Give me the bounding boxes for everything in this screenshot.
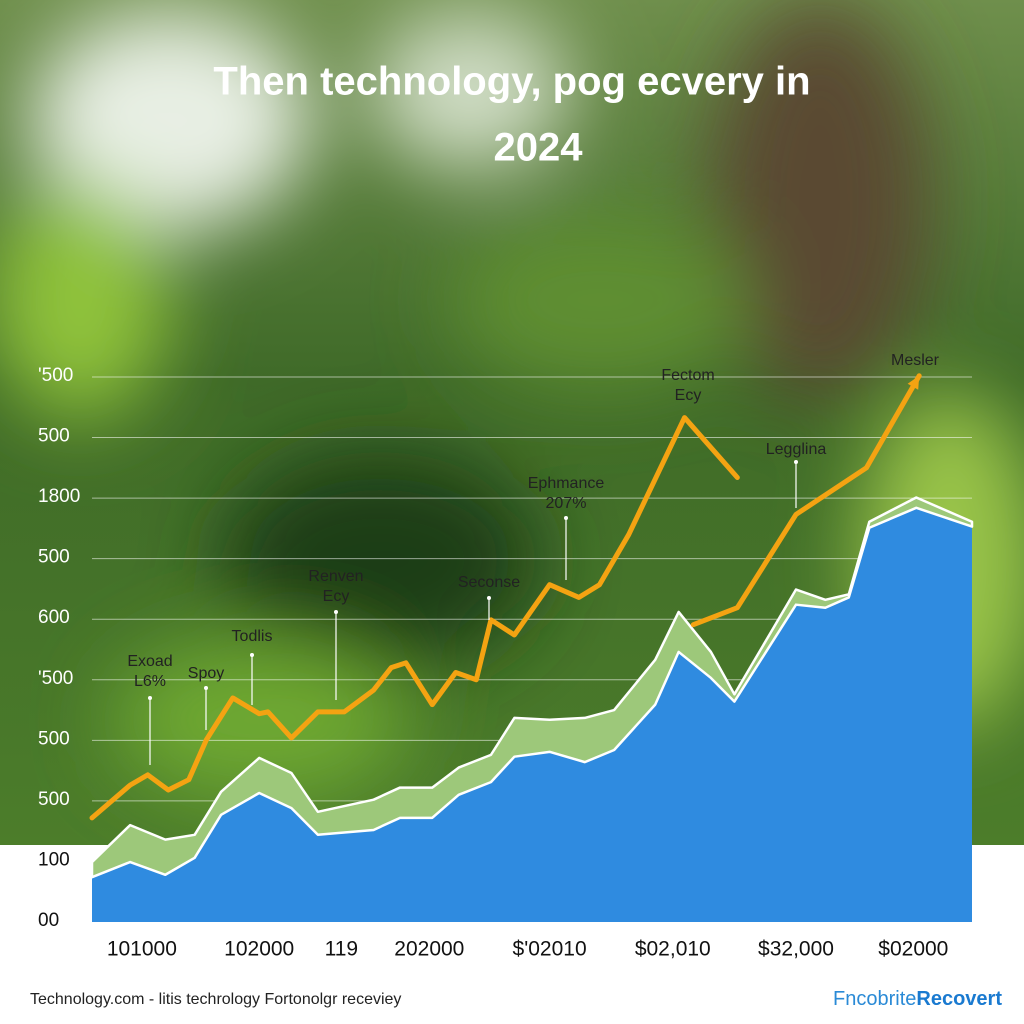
annotation: Ephmance [528,475,605,492]
brand-prefix: Fncobrite [833,988,916,1010]
annotation: Fectom [661,367,714,384]
y-tick-label: '500 [38,668,73,689]
annotation: L6% [134,673,166,690]
arrow-head [907,375,920,390]
annotation: Todlis [232,628,273,645]
y-tick-label: 500 [38,728,70,749]
annotation: Mesler [891,352,940,369]
area [92,507,972,922]
chart-title: Then technology, pog ecvery in [213,60,810,104]
y-tick-label: 500 [38,547,70,568]
y-tick-label: 1800 [38,486,80,507]
brand-name: Recovert [916,988,1002,1010]
x-tick-label: 101000 [107,938,177,961]
plot: 00 100 500 500 '500 600 500 1800 500 '500 101000 10… [38,352,974,961]
y-tick-label: 500 [38,789,70,810]
annotation: Renven [308,568,363,585]
annotation: Exoad [127,653,172,670]
annotation: Spoy [188,665,224,682]
annotation: Ecy [323,588,350,605]
brand: FncobriteRecovert [833,988,1002,1010]
y-tick-label: 00 [38,910,59,931]
y-tick-label: 500 [38,426,70,447]
annotation: Seconse [458,574,520,591]
x-tick-label: 119 [325,938,358,961]
x-tick-label: $'02010 [513,938,587,961]
x-tick-label: $02000 [878,938,948,961]
y-tick-label: '500 [38,365,73,386]
area [90,496,974,879]
annotation: Ecy [675,387,702,404]
x-tick-label: 202000 [394,938,464,961]
footer-source: Technology.com - litis techrology Forton… [30,991,401,1008]
annotation: 207% [546,495,587,512]
y-tick-label: 100 [38,849,70,870]
chart-title: 2024 [494,126,584,170]
x-tick-label: $32,000 [758,938,834,961]
annotation: Legglina [766,441,827,458]
y-tick-label: 600 [38,607,70,628]
x-tick-label: 102000 [224,938,294,961]
line [89,373,922,821]
x-tick-label: $02,010 [635,938,711,961]
